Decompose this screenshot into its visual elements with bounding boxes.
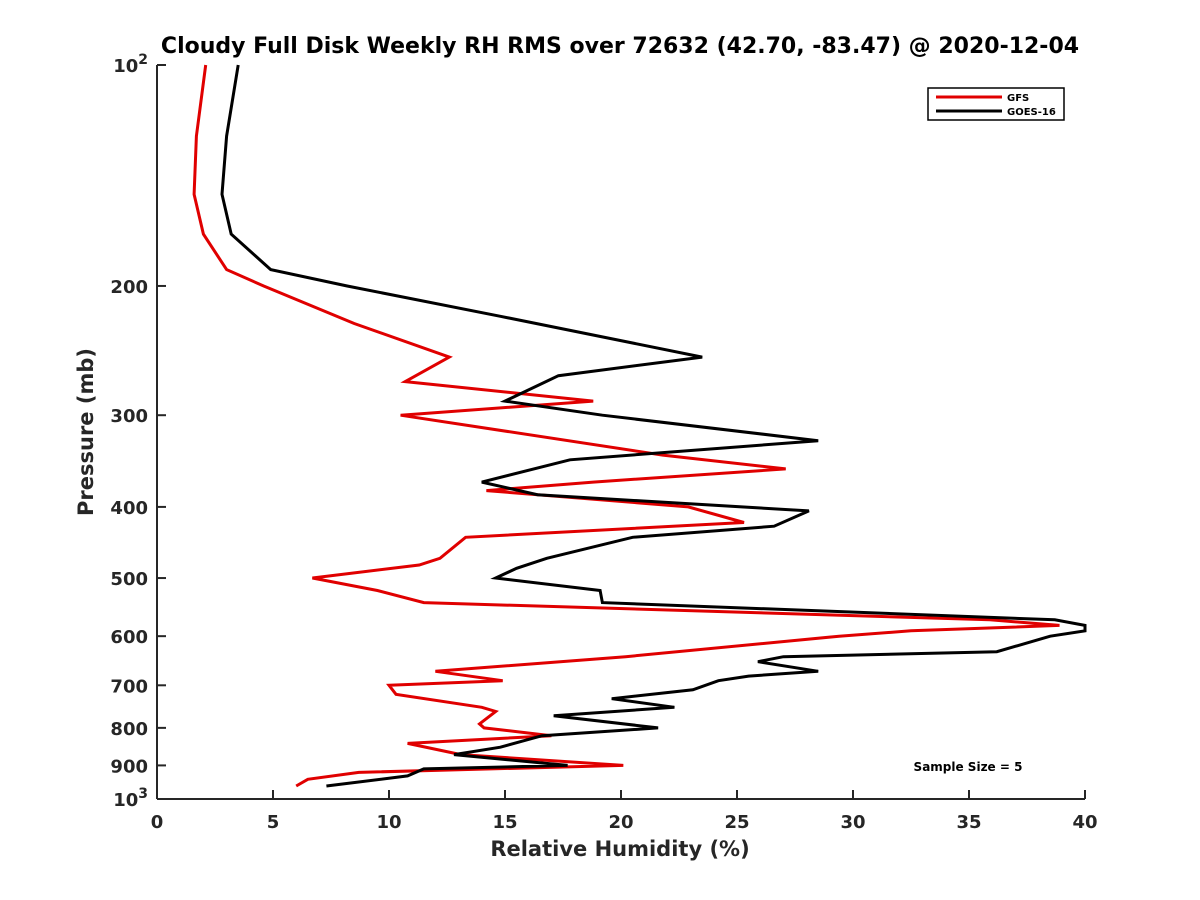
legend-box <box>927 87 1065 121</box>
x-tick-label: 30 <box>840 812 865 833</box>
plot-area <box>192 64 1087 788</box>
x-tick-label: 20 <box>608 812 633 833</box>
series-line-0 <box>192 64 1060 788</box>
axes: 0 5 10 15 20 25 30 35 40 102 200 300 400 500 600 700 800… <box>110 52 1097 833</box>
y-axis-label: Pressure (mb) <box>74 348 98 516</box>
y-tick-label: 102 <box>113 52 148 77</box>
x-tick-label: 10 <box>376 812 401 833</box>
x-tick-label: 15 <box>492 812 517 833</box>
y-tick-label: 300 <box>110 406 148 427</box>
x-tick-label: 35 <box>956 812 981 833</box>
y-tick-label: 800 <box>110 719 148 740</box>
chart-title: Cloudy Full Disk Weekly RH RMS over 7263… <box>161 34 1079 59</box>
sample-size-annotation: Sample Size = 5 <box>914 760 1023 774</box>
series-line-1 <box>220 64 1087 788</box>
y-tick-label: 500 <box>110 569 148 590</box>
x-axis-label: Relative Humidity (%) <box>490 837 749 861</box>
y-tick-label: 103 <box>113 786 148 811</box>
y-tick-label: 600 <box>110 627 148 648</box>
legend: GFS GOES-16 <box>927 87 1065 121</box>
x-tick-label: 40 <box>1072 812 1097 833</box>
x-tick-label: 25 <box>724 812 749 833</box>
legend-label: GOES-16 <box>1007 107 1056 118</box>
y-tick-label: 700 <box>110 676 148 697</box>
y-tick-label: 400 <box>110 498 148 519</box>
x-tick-label: 5 <box>267 812 280 833</box>
y-tick-label: 200 <box>110 277 148 298</box>
y-tick-label: 900 <box>110 756 148 777</box>
x-tick-label: 0 <box>151 812 164 833</box>
legend-label: GFS <box>1007 93 1029 104</box>
